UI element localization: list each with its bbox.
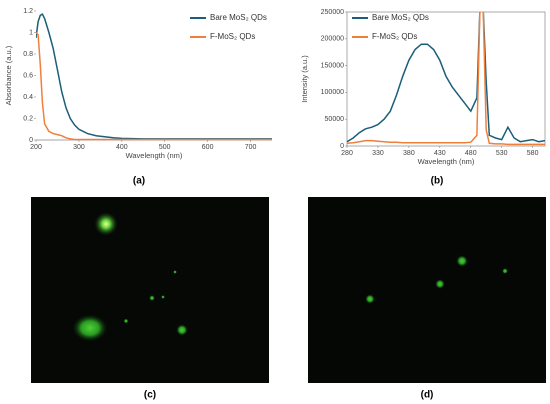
x-tick-label: 600 [202, 144, 214, 151]
legend-label: Bare MoS₂ QDs [372, 13, 429, 22]
y-tick-label: 0.8 [23, 51, 33, 58]
plot-lines [347, 12, 545, 146]
y-tick-label: 50000 [325, 116, 345, 123]
x-axis-title: Wavelength (nm) [126, 151, 183, 160]
line [36, 31, 272, 141]
x-tick-label: 200 [30, 144, 42, 151]
panel-label: (d) [421, 390, 434, 401]
y-tick-label: 0 [29, 137, 33, 144]
x-tick-label: 300 [73, 144, 85, 151]
y-tick-label: 0.2 [23, 115, 33, 122]
x-tick-label: 380 [403, 150, 415, 157]
y-tick-label: 150000 [321, 62, 344, 69]
x-tick-label: 480 [465, 150, 477, 157]
image-d [308, 197, 546, 383]
y-tick-label: 0 [340, 143, 344, 150]
panel-label: (b) [431, 176, 444, 187]
legend-label: F-MoS₂ QDs [372, 32, 417, 41]
panel-label: (c) [144, 390, 156, 401]
x-tick-label: 330 [372, 150, 384, 157]
x-tick-label: 400 [116, 144, 128, 151]
y-tick-label: 1.2 [23, 8, 33, 15]
panel-label: (a) [133, 176, 145, 187]
y-tick-label: 100000 [321, 89, 344, 96]
y-tick-label: 0.6 [23, 72, 33, 79]
legend-label: F-MoS₂ QDs [210, 32, 255, 41]
image-c [31, 197, 269, 383]
line [347, 12, 545, 146]
y-tick-label: 1 [29, 29, 33, 36]
plot-frame [346, 11, 546, 147]
x-tick-label: 700 [245, 144, 257, 151]
y-tick-label: 250000 [321, 9, 344, 16]
y-axis-title: Absorbance (a.u.) [4, 45, 13, 105]
y-tick-label: 200000 [321, 36, 344, 43]
legend-label: Bare MoS₂ QDs [210, 13, 267, 22]
plot-lines [36, 13, 272, 141]
x-tick-label: 530 [496, 150, 508, 157]
x-tick-label: 280 [341, 150, 353, 157]
x-axis-title: Wavelength (nm) [418, 157, 475, 166]
y-axis-title: Intensity (a.u.) [300, 55, 309, 103]
x-tick-label: 430 [434, 150, 446, 157]
y-tick-label: 0.4 [23, 94, 33, 101]
x-tick-label: 500 [159, 144, 171, 151]
line [347, 12, 545, 143]
x-tick-label: 580 [527, 150, 539, 157]
